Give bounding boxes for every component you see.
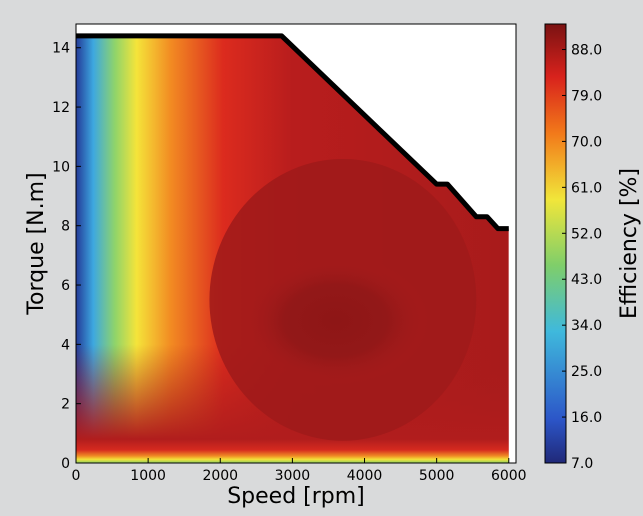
colorbar: 7.016.025.034.043.052.061.070.079.088.0 … xyxy=(544,23,642,472)
x-tick-label: 3000 xyxy=(275,468,311,484)
y-axis-label: Torque [N.m] xyxy=(24,172,49,315)
y-tick-label: 2 xyxy=(61,397,70,413)
x-tick-label: 0 xyxy=(72,468,81,484)
colorbar-tick-label: 70.0 xyxy=(571,134,602,150)
y-tick-label: 8 xyxy=(61,219,70,235)
x-tick-label: 1000 xyxy=(130,468,166,484)
x-tick-label: 5000 xyxy=(419,468,455,484)
colorbar-ticks: 7.0 16.0 25.0 34.0 43.0 52.0 61.0 70.0 79.0 88.0 xyxy=(562,43,602,472)
colorbar-tick-label: 16.0 xyxy=(571,410,602,426)
colorbar-tick-label: 43.0 xyxy=(571,272,602,288)
y-tick-label: 10 xyxy=(52,159,70,175)
x-tick-label: 4000 xyxy=(347,468,383,484)
colorbar-tick-label: 79.0 xyxy=(571,88,602,104)
colorbar-tick-label: 88.0 xyxy=(571,43,602,59)
y-tick-label: 12 xyxy=(52,100,70,116)
x-axis-label: Speed [rpm] xyxy=(227,484,365,509)
y-tick-label: 14 xyxy=(52,41,70,57)
x-tick-label: 2000 xyxy=(202,468,238,484)
colorbar-tick-label: 52.0 xyxy=(571,226,602,242)
colorbar-tick-label: 7.0 xyxy=(571,456,593,472)
colorbar-tick-label: 61.0 xyxy=(571,180,602,196)
colorbar-label: Efficiency [%] xyxy=(617,168,642,319)
plot-area: 0 1000 2000 3000 4000 5000 6000 0 2 4 6 8 10 12 14 xyxy=(52,23,527,484)
colorbar-gradient xyxy=(544,23,567,464)
y-tick-label: 6 xyxy=(61,278,70,294)
y-axis-ticks: 0 2 4 6 8 10 12 14 xyxy=(52,41,81,472)
y-tick-label: 4 xyxy=(61,337,70,353)
plot-frame xyxy=(75,23,517,464)
colorbar-tick-label: 25.0 xyxy=(571,364,602,380)
x-axis-ticks: 0 1000 2000 3000 4000 5000 6000 xyxy=(72,458,527,484)
x-tick-label: 6000 xyxy=(491,468,527,484)
colorbar-tick-label: 34.0 xyxy=(571,318,602,334)
y-tick-label: 0 xyxy=(61,456,70,472)
max-torque-envelope-line xyxy=(76,33,509,232)
